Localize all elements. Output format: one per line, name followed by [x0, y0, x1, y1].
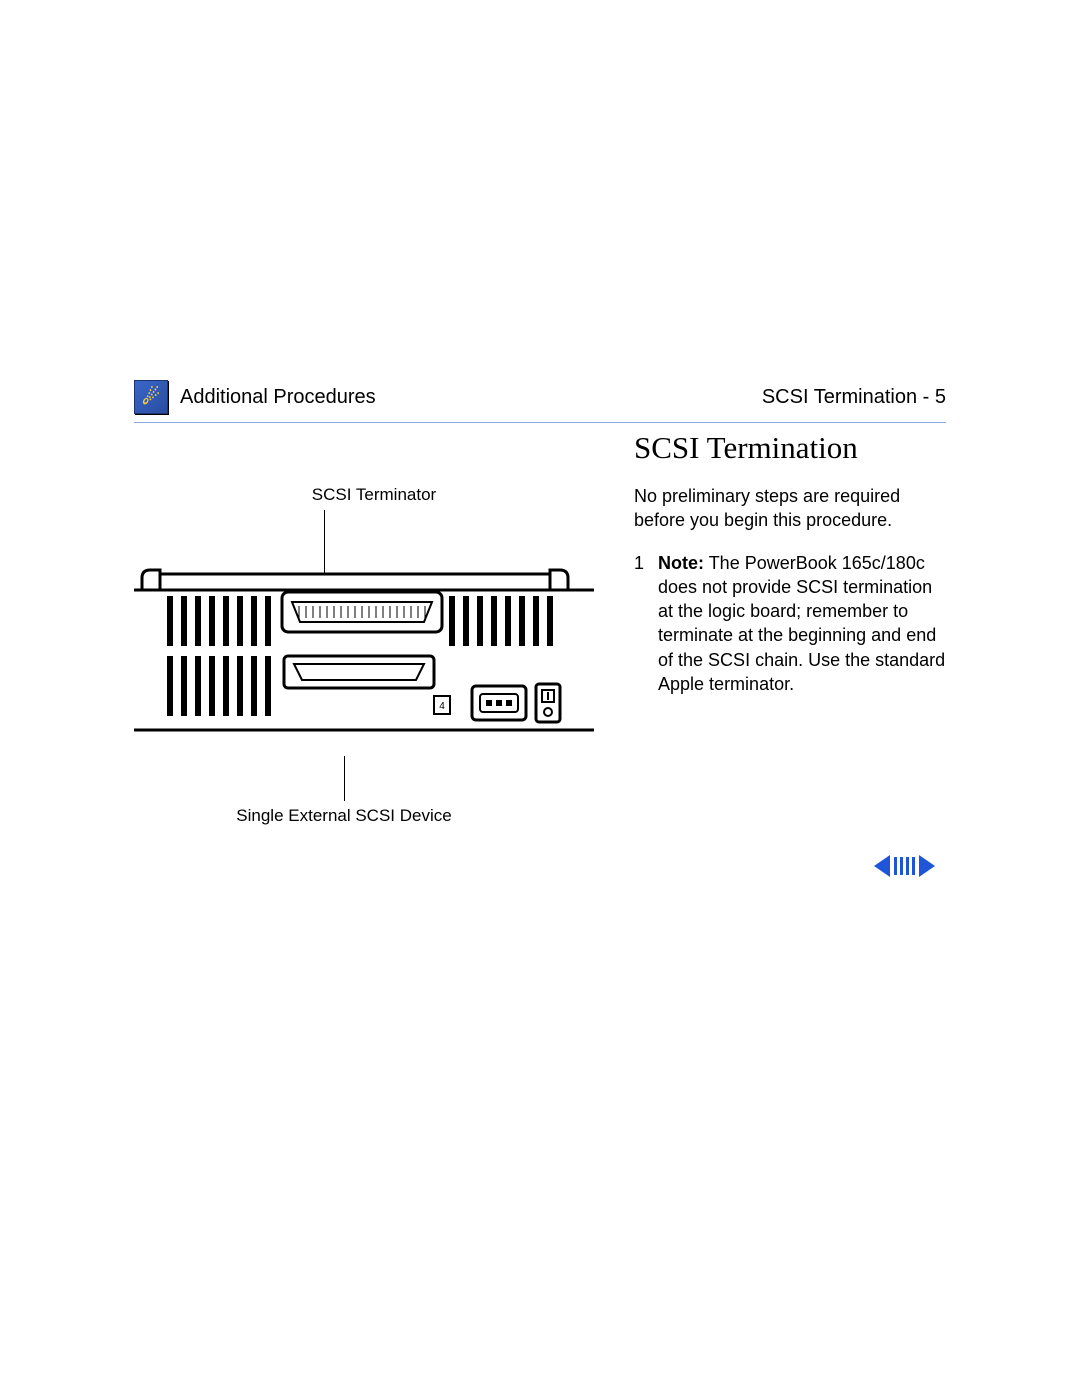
manual-logo-icon: ☄	[134, 380, 168, 414]
device-illustration: 4	[134, 556, 594, 756]
step-1: 1 Note: The PowerBook 165c/180c does not…	[634, 551, 946, 697]
intro-paragraph: No preliminary steps are required before…	[634, 484, 946, 533]
header-left: ☄ Additional Procedures	[134, 380, 376, 414]
step-number: 1	[634, 551, 644, 697]
nav-prev-icon[interactable]	[874, 855, 890, 877]
figure-scsi-device: SCSI Terminator	[134, 430, 614, 1397]
nav-bar	[894, 857, 897, 875]
content-area: SCSI Terminator	[134, 430, 946, 1397]
page-nav	[874, 855, 935, 877]
power-switch-icon	[536, 684, 560, 722]
nav-bar	[906, 857, 909, 875]
figure-label-device: Single External SCSI Device	[134, 806, 554, 826]
nav-bar	[900, 857, 903, 875]
step-body: Note: The PowerBook 165c/180c does not p…	[658, 551, 946, 697]
figure-label-terminator: SCSI Terminator	[134, 485, 614, 505]
svg-text:4: 4	[439, 701, 445, 712]
page: ☄ Additional Procedures SCSI Termination…	[0, 0, 1080, 1397]
scsi-terminator-port	[282, 592, 442, 632]
figure-callout-line-bottom	[344, 756, 345, 801]
nav-index-icon[interactable]	[894, 857, 915, 875]
page-title: SCSI Termination	[634, 430, 946, 466]
nav-next-icon[interactable]	[919, 855, 935, 877]
scsi-port	[284, 656, 434, 688]
text-column: SCSI Termination No preliminary steps ar…	[614, 430, 946, 1397]
note-label: Note:	[658, 553, 704, 573]
header-page-title: SCSI Termination - 5	[762, 386, 946, 409]
scsi-id-selector: 4	[434, 696, 450, 714]
logo-glyph: ☄	[142, 385, 160, 410]
power-inlet-icon	[472, 686, 526, 720]
page-header: ☄ Additional Procedures SCSI Termination…	[134, 380, 946, 423]
nav-bar	[912, 857, 915, 875]
header-section-title: Additional Procedures	[180, 386, 376, 409]
step-text: The PowerBook 165c/180c does not provide…	[658, 553, 945, 694]
